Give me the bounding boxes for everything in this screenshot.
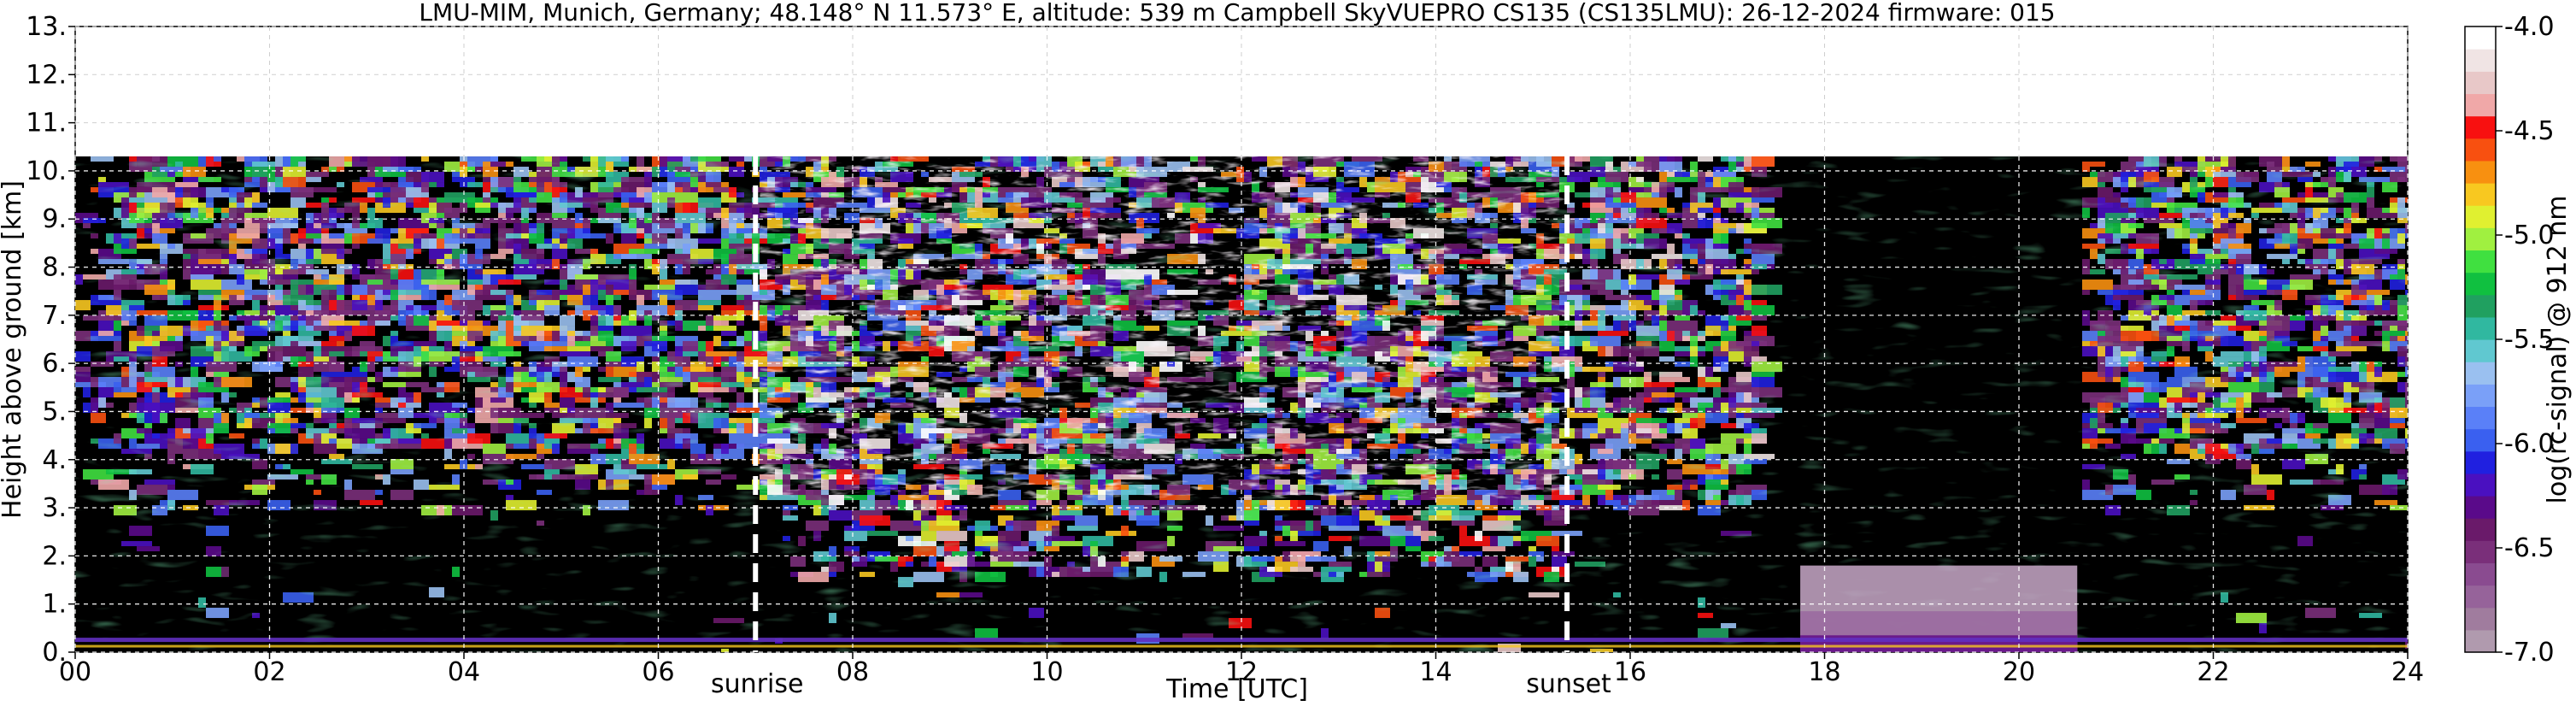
chart-title: LMU-MIM, Munich, Germany; 48.148° N 11.5…: [419, 0, 2055, 26]
backscatter-heatmap: [75, 156, 2408, 652]
